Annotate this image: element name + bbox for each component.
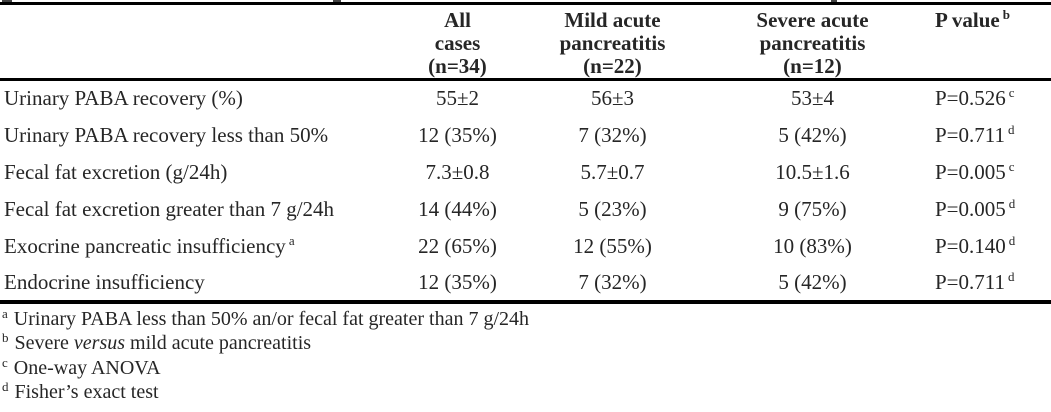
cell-p-value: P=0.711 d [925, 265, 1051, 302]
p-value-text: P=0.005 [935, 159, 1006, 184]
cell-mild: 5 (23%) [578, 196, 647, 221]
footnote-marker: d [1008, 268, 1015, 284]
header-line: Mild acute [564, 8, 661, 32]
cell-severe: 5 (42%) [778, 122, 847, 147]
header-row: All cases (n=34) Mild acute pancreatitis… [0, 4, 1051, 80]
cropped-text-artifact [831, 0, 837, 2]
header-line: pancreatitis [759, 31, 866, 55]
cell-severe: 9 (75%) [778, 196, 847, 221]
table-row-urinary-paba-recovery: Urinary PABA recovery (%) 55±2 56±3 53±4… [0, 80, 1051, 117]
header-p-value-label: P value [935, 8, 1000, 32]
cell-p-value: P=0.526 c [925, 80, 1051, 117]
footnote-marker: d [1008, 232, 1016, 248]
cell-all-cases: 22 (65%) [418, 233, 497, 258]
cropped-text-artifact [333, 0, 341, 2]
cell-mild: 5.7±0.7 [580, 159, 645, 184]
footnote-b-text-after: mild acute pancreatitis [125, 332, 312, 354]
cell-p-value: P=0.005 d [925, 191, 1051, 228]
row-label: Endocrine insufficiency [0, 265, 390, 302]
cropped-caption-remnants [0, 0, 1051, 2]
cell-p-value: P=0.140 d [925, 228, 1051, 265]
cell-all-cases: 12 (35%) [418, 269, 497, 294]
header-severe-acute-pancreatitis: Severe acute pancreatitis (n=12) [700, 4, 925, 80]
footnote-a-marker: a [2, 305, 8, 321]
footnote-marker-a: a [288, 232, 295, 248]
row-label-text: Endocrine insufficiency [4, 269, 205, 294]
table-row-urinary-paba-less-50: Urinary PABA recovery less than 50% 12 (… [0, 117, 1051, 154]
cell-mild: 7 (32%) [578, 269, 647, 294]
header-line: cases [434, 31, 481, 55]
cell-all-cases: 14 (44%) [418, 196, 497, 221]
footnote-marker-b: b [1002, 7, 1010, 22]
table-row-fecal-fat-excretion: Fecal fat excretion (g/24h) 7.3±0.8 5.7±… [0, 154, 1051, 191]
p-value-text: P=0.005 [935, 196, 1006, 221]
footnote-d-text: Fisher’s exact test [14, 381, 159, 403]
footnote-marker: d [1008, 121, 1015, 137]
row-label: Urinary PABA recovery less than 50% [0, 117, 390, 154]
table-row-exocrine-insufficiency: Exocrine pancreatic insufficiency a 22 (6… [0, 228, 1051, 265]
header-mild-acute-pancreatitis: Mild acute pancreatitis (n=22) [525, 4, 700, 80]
footnote-marker: c [1008, 158, 1015, 174]
cell-severe: 10.5±1.6 [775, 159, 850, 184]
row-label: Fecal fat excretion greater than 7 g/24h [0, 191, 390, 228]
cell-all-cases: 7.3±0.8 [425, 159, 490, 184]
cell-p-value: P=0.005 c [925, 154, 1051, 191]
header-line: (n=12) [783, 54, 842, 78]
header-row-label-blank [0, 4, 390, 80]
footnote-b-marker: b [2, 330, 9, 345]
cropped-text-artifact [2, 0, 12, 2]
table-body: Urinary PABA recovery (%) 55±2 56±3 53±4… [0, 80, 1051, 302]
table-footnotes: a Urinary PABA less than 50% an/or fecal … [0, 304, 1051, 405]
row-label-text: Urinary PABA recovery (%) [4, 86, 243, 111]
header-line: (n=22) [583, 54, 642, 78]
cell-severe: 10 (83%) [773, 233, 852, 258]
row-label-text: Fecal fat excretion greater than 7 g/24h [4, 196, 335, 221]
footnote-b: b Severe versus mild acute pancreatitis [0, 331, 1051, 356]
results-table: All cases (n=34) Mild acute pancreatitis… [0, 2, 1051, 304]
header-line: All [444, 8, 471, 32]
cell-mild: 12 (55%) [573, 233, 652, 258]
footnote-c-text: One-way ANOVA [13, 356, 161, 379]
cell-all-cases: 12 (35%) [418, 122, 497, 147]
p-value-text: P=0.526 [935, 86, 1006, 111]
row-label-text: Fecal fat excretion (g/24h) [4, 159, 228, 184]
footnote-a-text: Urinary PABA less than 50% an/or fecal f… [13, 307, 530, 330]
footnote-d-marker: d [2, 379, 9, 394]
footnote-c: c One-way ANOVA [0, 356, 1051, 381]
footnote-c-marker: c [2, 354, 8, 370]
cell-severe: 5 (42%) [778, 269, 847, 294]
footnote-b-text-before: Severe [14, 332, 74, 354]
header-line: Severe acute [756, 8, 869, 32]
cell-all-cases: 55±2 [435, 86, 480, 111]
p-value-text: P=0.711 [935, 122, 1005, 147]
footnote-marker: c [1008, 85, 1015, 101]
row-label-text: Urinary PABA recovery less than 50% [4, 122, 329, 147]
cell-severe: 53±4 [790, 86, 835, 111]
header-p-value: P value b [925, 4, 1051, 80]
p-value-text: P=0.140 [935, 233, 1006, 258]
table-row-fecal-fat-greater-7: Fecal fat excretion greater than 7 g/24h… [0, 191, 1051, 228]
table-row-endocrine-insufficiency: Endocrine insufficiency 12 (35%) 7 (32%)… [0, 265, 1051, 302]
footnote-a: a Urinary PABA less than 50% an/or fecal … [0, 307, 1051, 332]
cell-mild: 7 (32%) [578, 122, 647, 147]
p-value-text: P=0.711 [935, 269, 1005, 294]
header-line: pancreatitis [559, 31, 666, 55]
header-all-cases: All cases (n=34) [390, 4, 525, 80]
row-label: Fecal fat excretion (g/24h) [0, 154, 390, 191]
footnote-b-italic-versus: versus [73, 332, 126, 354]
cell-p-value: P=0.711 d [925, 117, 1051, 154]
footnote-d: d Fisher’s exact test [0, 380, 1051, 405]
table-header: All cases (n=34) Mild acute pancreatitis… [0, 4, 1051, 80]
row-label: Urinary PABA recovery (%) [0, 80, 390, 117]
header-line: (n=34) [428, 54, 487, 78]
row-label: Exocrine pancreatic insufficiency a [0, 228, 390, 265]
row-label-text: Exocrine pancreatic insufficiency [4, 233, 286, 258]
cell-mild: 56±3 [590, 86, 635, 111]
footnote-marker: d [1008, 195, 1016, 211]
